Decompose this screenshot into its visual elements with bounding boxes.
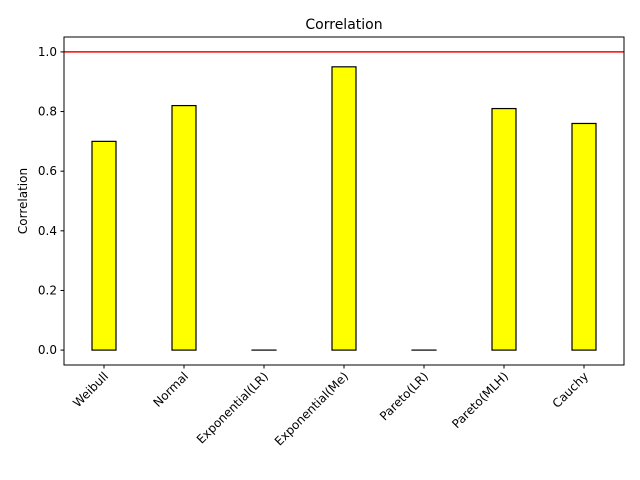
- bar-cauchy: [571, 122, 597, 351]
- y-tick-label: 0.4: [38, 224, 57, 238]
- x-tick-label: Exponential(Me): [272, 369, 351, 448]
- bar-exponential-me: [331, 66, 357, 351]
- bars-group: [91, 66, 597, 351]
- x-axis: Weibull Normal Exponential(LR) Exponential(…: [70, 365, 591, 448]
- y-tick-label: 0.2: [38, 283, 57, 297]
- x-tick-label: Normal: [151, 369, 192, 410]
- y-axis-label: Correlation: [16, 168, 30, 234]
- x-tick-label: Pareto(LR): [377, 369, 431, 423]
- y-tick-label: 0.8: [38, 105, 57, 119]
- x-tick-label: Weibull: [70, 369, 111, 410]
- bar-pareto-mlh: [491, 107, 517, 351]
- y-tick-label: 1.0: [38, 45, 57, 59]
- x-tick-label: Exponential(LR): [194, 369, 271, 446]
- chart-title: Correlation: [305, 17, 382, 33]
- x-tick-label: Cauchy: [550, 369, 591, 410]
- y-axis: 0.0 0.2 0.4 0.6 0.8 1.0: [38, 45, 64, 357]
- x-tick-label: Pareto(MLH): [449, 369, 511, 431]
- bar-weibull: [91, 140, 117, 351]
- bar-normal: [171, 104, 197, 351]
- y-tick-label: 0.0: [38, 343, 57, 357]
- y-tick-label: 0.6: [38, 164, 57, 178]
